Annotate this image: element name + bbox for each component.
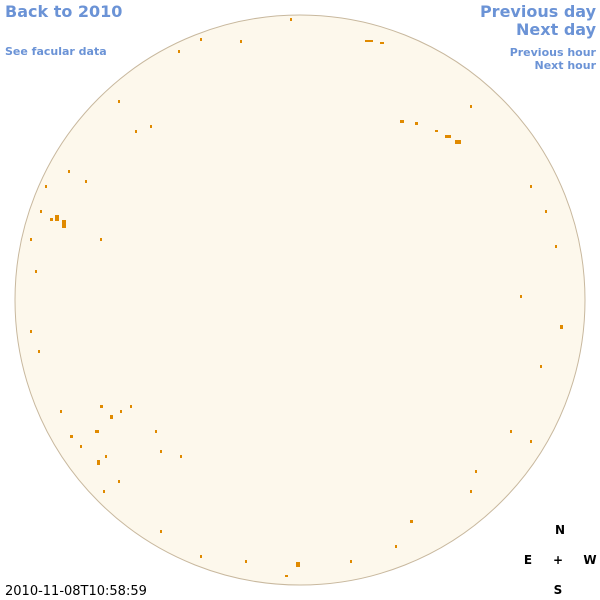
previous-hour-link[interactable]: Previous hour [510, 46, 597, 59]
next-day-link[interactable]: Next day [516, 20, 597, 39]
faculae [30, 18, 563, 577]
previous-day-link[interactable]: Previous day [480, 2, 597, 21]
compass-center: + [553, 553, 563, 567]
timestamp: 2010-11-08T10:58:59 [5, 584, 147, 599]
compass-north: N [555, 523, 565, 537]
back-link[interactable]: Back to 2010 [5, 2, 122, 21]
next-hour-link[interactable]: Next hour [535, 59, 597, 72]
facular-link[interactable]: See facular data [5, 45, 107, 58]
compass-west: W [583, 553, 596, 567]
solar-disk [14, 14, 586, 586]
compass-south: S [554, 583, 563, 597]
compass-east: E [524, 553, 532, 567]
